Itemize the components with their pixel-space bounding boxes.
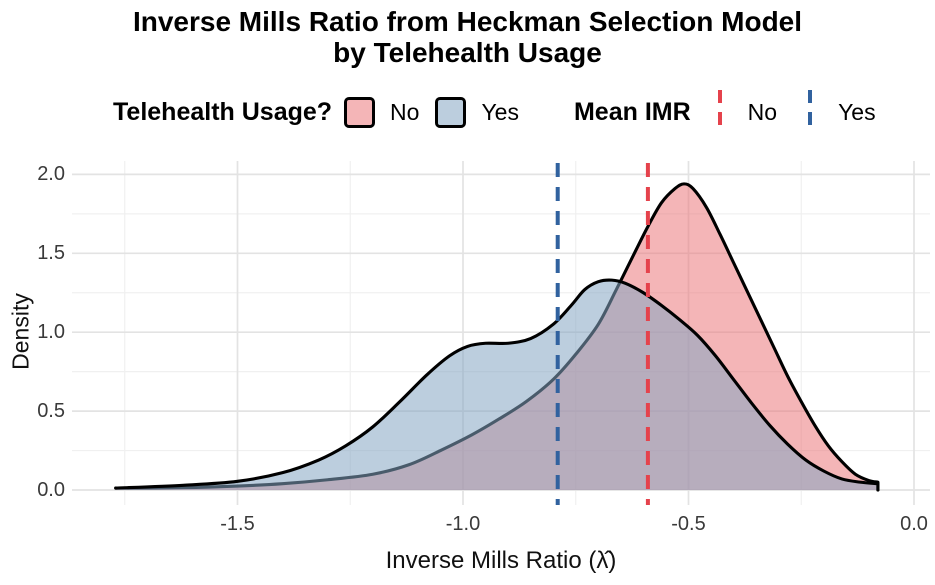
legend-dash-key-yes	[808, 90, 813, 134]
density-area-yes	[115, 280, 878, 490]
y-tick-label-1.5: 1.5	[37, 242, 65, 265]
y-tick-label-1.0: 1.0	[37, 321, 65, 344]
legend-label-line-yes: Yes	[838, 98, 876, 125]
x-axis-title: Inverse Mills Ratio (λ̂)	[385, 547, 617, 574]
x-tick-label--0.5: -0.5	[671, 513, 706, 535]
y-tick-label-2.0: 2.0	[37, 163, 65, 186]
legend: Telehealth Usage? No Yes Mean IMR No Yes	[113, 89, 876, 135]
legend-label-line-no: No	[747, 98, 778, 125]
x-tick-label-0.0: 0.0	[900, 513, 928, 535]
legend-line-group-title: Mean IMR	[573, 97, 691, 126]
chart-title: Inverse Mills Ratio from Heckman Selecti…	[0, 6, 935, 68]
legend-swatch-yes	[435, 96, 467, 128]
legend-label-fill-no: No	[390, 98, 420, 125]
x-tick-label--1.5: -1.5	[220, 513, 255, 535]
chart-title-line1: Inverse Mills Ratio from Heckman Selecti…	[132, 6, 803, 37]
legend-fill-group-title: Telehealth Usage?	[113, 97, 333, 126]
y-tick-label-0.5: 0.5	[37, 400, 65, 423]
legend-label-fill-yes: Yes	[481, 98, 519, 125]
chart-title-line2: by Telehealth Usage	[333, 37, 602, 68]
x-tick-label--1.0: -1.0	[445, 513, 481, 535]
y-tick-label-0.0: 0.0	[37, 479, 65, 501]
legend-swatch-no	[344, 96, 376, 128]
legend-dash-key-no	[717, 90, 722, 134]
density-outline-yes	[114, 278, 880, 492]
